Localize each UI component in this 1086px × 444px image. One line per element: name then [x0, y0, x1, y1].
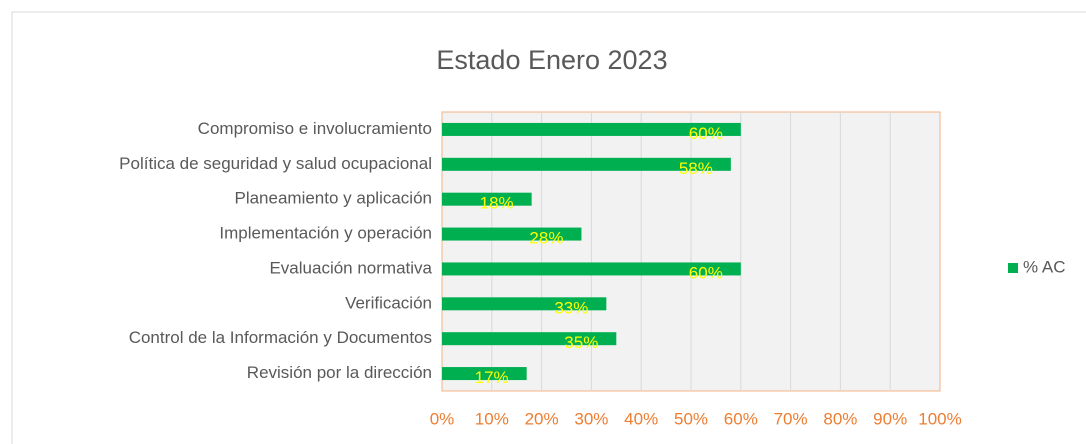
chart-title: Estado Enero 2023	[436, 45, 667, 75]
data-label: 18%	[480, 194, 514, 213]
data-label: 60%	[689, 263, 723, 282]
x-tick-label: 100%	[918, 409, 961, 428]
data-label: 28%	[529, 229, 563, 248]
legend-label: % AC	[1023, 257, 1066, 276]
data-label: 33%	[554, 298, 588, 317]
y-tick-label: Verificación	[345, 293, 432, 312]
bar	[442, 262, 741, 276]
bar	[442, 332, 617, 346]
data-label: 60%	[689, 124, 723, 143]
x-tick-label: 70%	[774, 409, 808, 428]
data-label: 35%	[564, 333, 598, 352]
y-tick-label: Planeamiento y aplicación	[234, 189, 432, 208]
y-tick-label: Implementación y operación	[219, 224, 432, 243]
x-tick-label: 80%	[823, 409, 857, 428]
y-tick-label: Control de la Información y Documentos	[129, 328, 432, 347]
y-tick-label: Compromiso e involucramiento	[198, 119, 432, 138]
x-tick-label: 10%	[475, 409, 509, 428]
data-label: 58%	[679, 159, 713, 178]
x-tick-label: 90%	[873, 409, 907, 428]
x-tick-label: 30%	[574, 409, 608, 428]
y-tick-label: Revisión por la dirección	[247, 363, 432, 382]
x-tick-label: 0%	[430, 409, 455, 428]
bar	[442, 157, 731, 171]
legend-swatch	[1008, 263, 1018, 273]
x-tick-label: 40%	[624, 409, 658, 428]
bar	[442, 192, 532, 206]
bar	[442, 227, 582, 241]
data-label: 17%	[475, 368, 509, 387]
x-tick-label: 20%	[525, 409, 559, 428]
y-tick-label: Evaluación normativa	[269, 258, 432, 277]
bar	[442, 297, 607, 311]
y-tick-label: Política de seguridad y salud ocupaciona…	[119, 154, 432, 173]
x-tick-label: 60%	[724, 409, 758, 428]
bar	[442, 122, 741, 136]
x-tick-label: 50%	[674, 409, 708, 428]
bar	[442, 367, 527, 381]
